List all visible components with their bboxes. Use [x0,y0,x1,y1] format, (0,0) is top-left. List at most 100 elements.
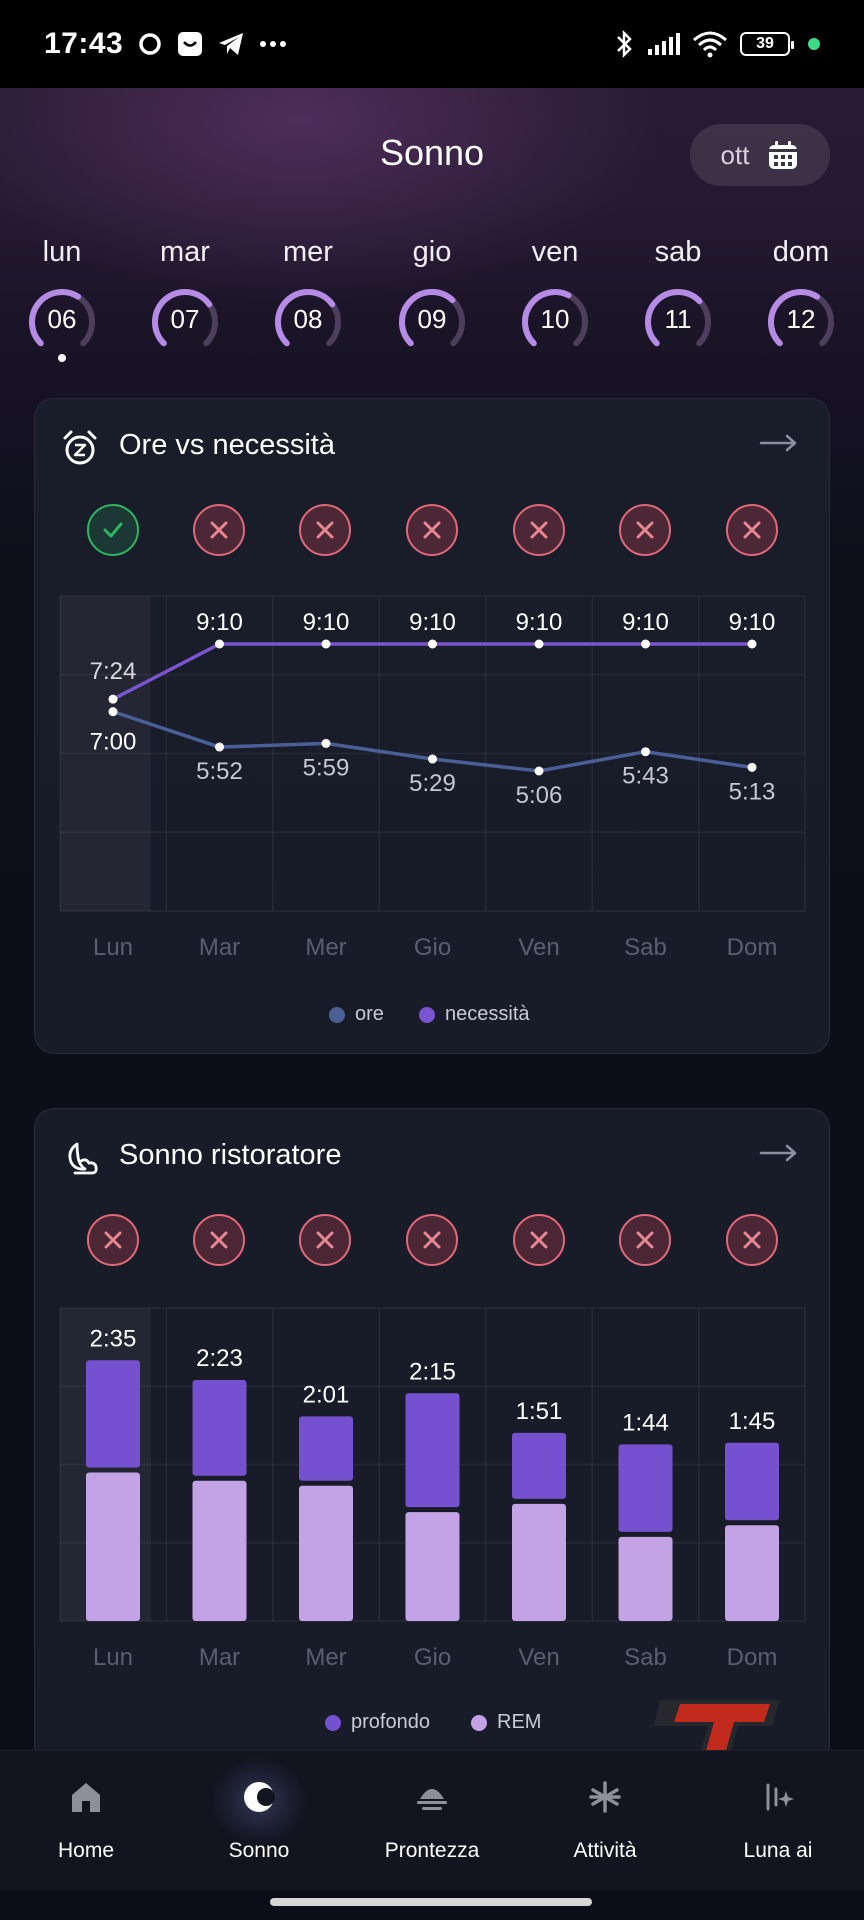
data-point [321,639,331,649]
asterisk-icon [589,1781,621,1813]
x-icon [636,521,654,539]
more-notifications-icon [260,41,287,47]
legend-label-profondo: profondo [351,1711,430,1733]
sleep-score-ring [645,289,711,347]
goal-missed-indicator [193,1214,245,1266]
page-title: Sonno [379,132,485,173]
goal-missed-indicator [406,1214,458,1266]
value-label: 5:59 [303,754,350,781]
restorative-sleep-card[interactable]: Sonno ristoratore 2:35 Lun 2:23 Mar 2:01 Mer 2… [34,1108,830,1788]
x-icon [316,1231,334,1249]
nav-prontezza[interactable]: Prontezza [352,1751,512,1891]
value-label: 9:10 [622,609,669,636]
value-label: 5:43 [622,763,669,790]
nav-label: Prontezza [384,1839,480,1862]
sleep-score-arc [399,289,456,347]
data-point [108,694,118,704]
data-point [641,639,650,649]
day-mer[interactable]: mer 08 [258,236,358,347]
calendar-icon [769,141,798,169]
data-point [747,762,757,772]
x-tick-label: Gio [414,934,451,959]
value-label: 5:29 [409,770,456,797]
day-mar[interactable]: mar 07 [135,236,235,347]
x-icon [636,1231,654,1249]
value-label: 5:52 [196,758,243,785]
day-name: sab [654,236,702,268]
sleep-score-arc [275,289,336,347]
x-tick-label: Lun [93,1644,133,1671]
day-number: 09 [417,304,447,334]
total-label: 1:51 [516,1398,563,1425]
goal-missed-indicator [299,504,351,556]
total-label: 1:45 [729,1408,776,1435]
nav-home[interactable]: Home [6,1751,166,1891]
legend-label-necessita: necessità [445,1003,530,1025]
month-picker-button[interactable]: ott [690,124,830,186]
legend-swatch-necessita [419,1006,435,1023]
bar-profondo [86,1360,140,1468]
day-dom[interactable]: dom 12 [751,236,851,347]
x-icon [530,521,548,539]
home-indicator[interactable] [270,1898,592,1906]
legend-swatch-ore [329,1006,345,1023]
legend-label-rem: REM [497,1711,542,1733]
day-number: 11 [664,304,692,334]
sleep-score-ring [29,289,95,347]
sleep-score-ring [399,289,465,347]
bar-rem [405,1512,460,1621]
arrow-right-icon[interactable] [759,431,799,455]
sleep-score-ring [768,289,834,347]
app-notification-icon [178,32,203,56]
total-label: 2:35 [90,1325,137,1352]
value-label: 9:10 [516,609,563,636]
day-number: 12 [786,304,816,334]
moon-cloud-icon [68,1142,98,1175]
value-label: 7:00 [90,729,137,756]
data-point [747,639,757,649]
bar-profondo [618,1444,673,1532]
data-point [534,639,544,649]
sleep-score-arc [29,289,82,347]
status-time: 17:43 [44,27,124,60]
data-point [215,639,224,649]
day-sab[interactable]: sab 11 [628,236,728,347]
value-label: 5:13 [729,778,776,805]
nav-sonno[interactable]: Sonno [179,1751,339,1891]
card-title: Ore vs necessità [119,429,335,461]
nav-label: Luna ai [743,1839,813,1862]
x-tick-label: Lun [93,934,133,959]
watermark-logo [654,1700,780,1790]
x-tick-label: Ven [518,934,559,959]
hours-vs-need-card[interactable]: Ore vs necessità 7:24 9:10 9:10 9:10 9:10 9:1… [34,398,830,1054]
goal-missed-indicator [726,504,778,556]
bar-rem [618,1536,673,1621]
total-label: 2:23 [196,1345,243,1372]
x-tick-label: Sab [624,1644,667,1671]
telegram-icon [219,33,244,55]
nav-attivita[interactable]: Attività [525,1751,685,1891]
card-title: Sonno ristoratore [119,1139,342,1171]
x-icon [423,1231,441,1249]
x-icon [530,1231,548,1249]
goal-missed-indicator [513,504,565,556]
bar-profondo [725,1442,779,1521]
day-ven[interactable]: ven 10 [505,236,605,347]
nav-luna-ai[interactable]: Luna ai [698,1751,858,1891]
status-bar: 17:43 39 [0,0,864,88]
data-point [428,639,437,649]
day-gio[interactable]: gio 09 [382,236,482,347]
day-name: ven [531,236,579,268]
goal-missed-indicator [619,504,671,556]
x-tick-label: Sab [624,934,667,959]
bar-rem [299,1485,353,1621]
moon-icon [244,1782,275,1812]
alarm-clock-icon [63,430,97,465]
day-lun[interactable]: lun 06 [12,236,112,362]
bar-rem [725,1525,779,1621]
nav-label: Sonno [228,1839,290,1862]
goal-missed-indicator [406,504,458,556]
x-tick-label: Mer [305,934,346,959]
arrow-right-icon[interactable] [759,1141,799,1165]
day-number: 06 [47,304,77,334]
